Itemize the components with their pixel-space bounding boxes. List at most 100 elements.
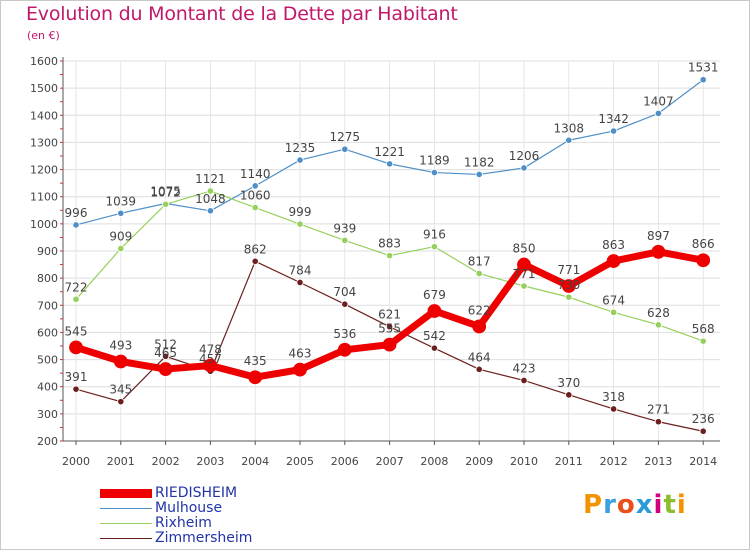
data-label-mulhouse: 1342 [598,112,629,126]
data-label-mulhouse: 1531 [688,61,719,75]
data-point-riedisheim [158,362,173,376]
data-point-riedisheim [203,358,218,373]
data-point-zimmersheim [609,405,618,413]
data-point-mulhouse [385,160,394,168]
data-point-rixheim [251,203,259,212]
data-point-rixheim [162,200,170,208]
logo-letter: i [653,490,664,520]
data-label-zimmersheim: 464 [468,350,491,364]
data-point-rixheim [430,243,438,251]
legend-swatch-zimmersheim [100,538,152,539]
x-tick-label: 2006 [331,455,359,468]
data-point-zimmersheim [430,344,438,352]
data-label-zimmersheim: 784 [289,263,312,277]
x-tick-label: 2005 [286,455,314,468]
data-label-mulhouse: 1140 [240,167,271,181]
data-point-zimmersheim [162,352,170,360]
y-tick-label: 300 [37,408,58,421]
data-label-mulhouse: 996 [65,206,88,220]
x-tick-label: 2010 [510,455,538,468]
data-label-mulhouse: 1308 [554,121,585,135]
legend-item-mulhouse: Mulhouse [100,500,270,516]
data-point-zimmersheim [385,323,394,331]
data-label-riedisheim: 493 [109,338,132,352]
chart-title: Evolution du Montant de la Dette par Hab… [26,3,458,25]
data-label-zimmersheim: 318 [602,390,625,404]
data-point-riedisheim [293,362,307,377]
data-label-zimmersheim: 862 [244,242,267,256]
data-label-riedisheim: 863 [602,238,625,252]
data-point-mulhouse [609,127,618,135]
x-tick-label: 2000 [62,455,90,468]
data-label-rixheim: 883 [378,237,401,251]
data-point-mulhouse [699,76,707,84]
data-point-zimmersheim [296,278,304,287]
data-point-riedisheim [337,342,352,357]
x-tick-label: 2011 [555,455,583,468]
data-point-mulhouse [341,145,349,153]
data-label-zimmersheim: 457 [199,352,222,366]
data-label-mulhouse: 1275 [330,130,361,144]
data-point-rixheim [565,293,573,301]
data-label-rixheim: 771 [513,267,536,281]
y-tick-label: 1300 [30,136,58,149]
data-point-rixheim [654,321,663,329]
data-point-rixheim [520,282,528,290]
data-label-riedisheim: 435 [244,354,267,368]
data-label-riedisheim: 465 [154,346,177,360]
data-label-zimmersheim: 271 [647,403,670,417]
logo-letter: t [663,490,677,520]
data-label-mulhouse: 1221 [374,145,405,159]
data-label-mulhouse: 1048 [195,192,226,206]
data-label-mulhouse: 1039 [106,194,137,208]
x-tick-label: 2012 [600,455,628,468]
data-point-mulhouse [565,136,573,144]
data-point-zimmersheim [565,391,573,399]
legend-item-rixheim: Rixheim [100,515,270,531]
logo-letter: o [616,490,636,520]
data-label-zimmersheim: 512 [154,337,177,351]
data-label-riedisheim: 545 [65,324,88,338]
x-tick-label: 2013 [644,455,672,468]
data-label-rixheim: 628 [647,306,670,320]
data-label-rixheim: 1060 [240,189,271,203]
legend-label-rixheim: Rixheim [155,515,212,531]
data-point-zimmersheim [520,376,528,385]
legend-swatch-mulhouse [100,508,152,509]
data-label-mulhouse: 1206 [509,149,540,163]
data-label-riedisheim: 622 [468,303,491,317]
x-tick-label: 2007 [376,455,404,468]
data-label-zimmersheim: 236 [692,412,715,426]
data-point-mulhouse [430,168,438,177]
data-point-rixheim [341,236,349,245]
logo-letter: x [635,490,654,520]
y-tick-label: 800 [37,272,58,285]
y-tick-label: 700 [37,299,58,312]
data-point-riedisheim [113,354,128,369]
y-tick-label: 400 [37,381,58,394]
y-tick-label: 600 [37,326,58,339]
data-point-mulhouse [475,170,483,179]
data-label-mulhouse: 1182 [464,155,495,169]
data-point-riedisheim [69,340,83,355]
data-point-rixheim [699,337,707,345]
data-point-mulhouse [520,164,528,172]
data-label-rixheim: 939 [333,221,356,235]
x-tick-label: 2004 [241,455,269,468]
data-point-zimmersheim [654,418,663,426]
data-point-mulhouse [117,209,125,217]
data-point-mulhouse [296,156,304,164]
data-point-riedisheim [561,279,576,293]
logo-letter: i [676,490,687,520]
data-label-riedisheim: 771 [557,263,580,277]
data-label-rixheim: 909 [109,230,132,244]
proxiti-logo: Proxiti [583,490,687,520]
data-label-riedisheim: 850 [513,242,536,256]
data-label-riedisheim: 866 [692,237,715,251]
data-label-riedisheim: 463 [289,347,312,361]
legend-item-zimmersheim: Zimmersheim [100,530,270,546]
data-label-rixheim: 568 [692,322,715,336]
x-tick-label: 2008 [420,455,448,468]
legend-label-mulhouse: Mulhouse [155,500,223,516]
